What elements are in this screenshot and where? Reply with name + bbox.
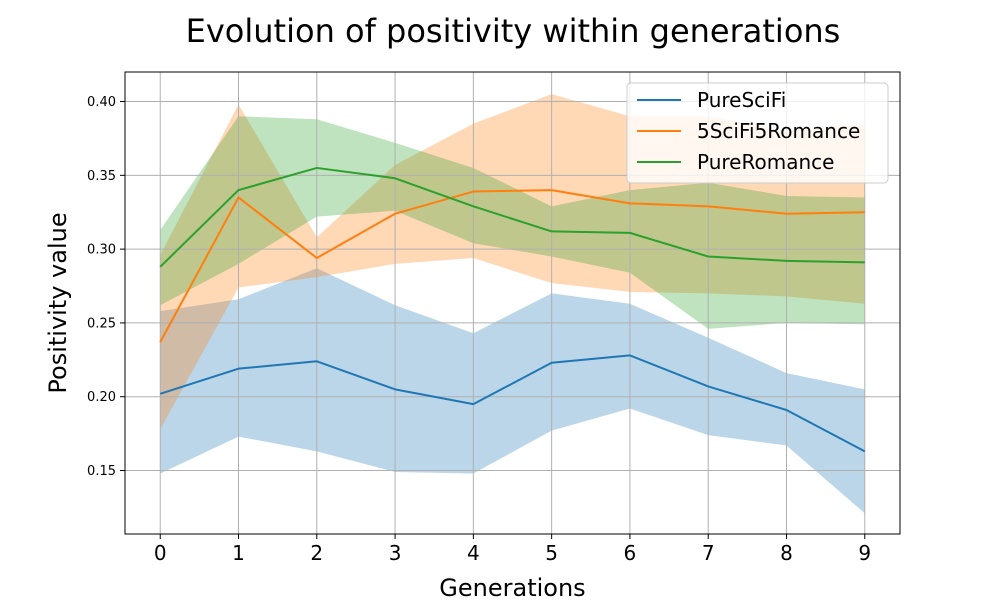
band-2 bbox=[160, 116, 865, 329]
x-axis-label: Generations bbox=[439, 574, 585, 600]
legend-box bbox=[626, 82, 889, 184]
series-line-0 bbox=[159, 354, 866, 453]
x-tick-label-6: 6 bbox=[624, 541, 637, 565]
axes-frame bbox=[124, 71, 901, 535]
x-tick-label-2: 2 bbox=[310, 541, 323, 565]
x-tick-label-1: 1 bbox=[232, 541, 245, 565]
x-tick-label-9: 9 bbox=[858, 541, 871, 565]
legend-label-1: 5SciFi5Romance bbox=[697, 119, 860, 143]
x-tick-label-4: 4 bbox=[467, 541, 480, 565]
x-tick-label-5: 5 bbox=[545, 541, 558, 565]
series-line-2 bbox=[159, 166, 865, 268]
chart-title: Evolution of positivity within generatio… bbox=[185, 12, 841, 50]
y-tick-label-4: 0.35 bbox=[87, 169, 116, 184]
axes: 0 1 2 3 4 5 6 7 8 9 0.15 0.20 0.25 0.30 0.35 0.40 Genera… bbox=[44, 71, 901, 602]
y-axis-label: Positivity value bbox=[44, 212, 72, 393]
y-tick-label-5: 0.40 bbox=[87, 95, 116, 110]
y-tick-label-0: 0.15 bbox=[87, 464, 116, 479]
x-tick-label-8: 8 bbox=[780, 541, 793, 565]
x-tick-label-0: 0 bbox=[154, 541, 167, 565]
legend: PureSciFi 5SciFi5Romance PureRomance bbox=[626, 82, 889, 184]
legend-label-2: PureRomance bbox=[697, 150, 834, 174]
series-line-1 bbox=[159, 189, 865, 343]
band-0 bbox=[160, 268, 865, 514]
y-tick-label-2: 0.25 bbox=[87, 316, 116, 331]
x-tick-label-3: 3 bbox=[389, 541, 402, 565]
y-tick-label-3: 0.30 bbox=[87, 243, 116, 258]
series-lines bbox=[159, 166, 866, 453]
y-tick-label-1: 0.20 bbox=[87, 390, 116, 405]
legend-label-0: PureSciFi bbox=[697, 88, 786, 112]
x-tick-label-7: 7 bbox=[702, 541, 715, 565]
